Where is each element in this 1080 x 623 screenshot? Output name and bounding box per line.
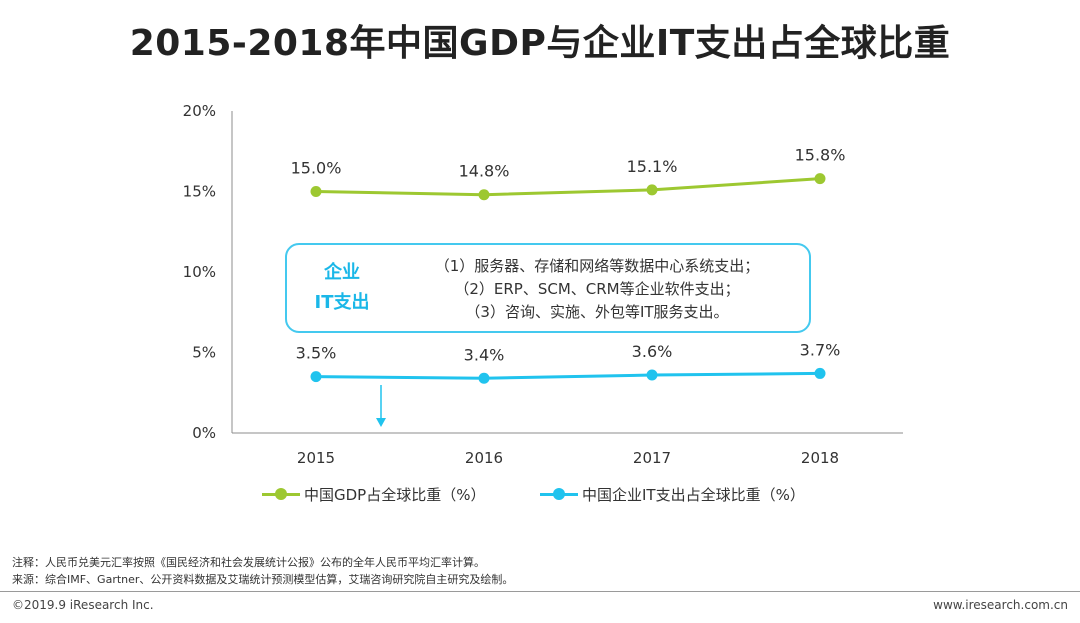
legend-swatch-it: [540, 488, 578, 500]
chart-legend: 中国GDP占全球比重（%） 中国企业IT支出占全球比重（%）: [0, 484, 1080, 504]
y-tick-label: 5%: [192, 344, 216, 362]
x-tick-label: 2016: [465, 449, 503, 467]
legend-label-it: 中国企业IT支出占全球比重（%）: [582, 486, 805, 504]
annotation-line: （2）ERP、SCM、CRM等企业软件支出；: [454, 280, 740, 298]
note-text: 注释：人民币兑美元汇率按照《国民经济和社会发展统计公报》公布的全年人民币平均汇率…: [12, 556, 485, 569]
y-tick-label: 15%: [183, 183, 216, 201]
series-line-0: [315, 177, 821, 197]
x-tick-label: 2015: [297, 449, 335, 467]
data-label: 15.8%: [795, 146, 846, 165]
legend-item-gdp: 中国GDP占全球比重（%）: [262, 484, 485, 505]
data-point: [478, 372, 490, 384]
data-point: [814, 367, 826, 379]
data-label: 15.0%: [291, 159, 342, 178]
data-point: [814, 173, 826, 185]
data-label: 3.4%: [464, 345, 505, 364]
series-line-1: [315, 371, 821, 380]
data-label: 3.5%: [296, 344, 337, 363]
data-label: 3.7%: [800, 340, 841, 359]
legend-item-it: 中国企业IT支出占全球比重（%）: [540, 484, 805, 505]
x-tick-label: 2017: [633, 449, 671, 467]
data-point: [646, 184, 658, 196]
annotation-heading-line1: 企业: [324, 262, 360, 283]
website-link[interactable]: www.iresearch.com.cn: [933, 598, 1068, 612]
annotation-line: （1）服务器、存储和网络等数据中心系统支出；: [434, 257, 760, 275]
legend-label-gdp: 中国GDP占全球比重（%）: [304, 486, 486, 504]
data-label: 15.1%: [627, 157, 678, 176]
annotation-heading-line2: IT支出: [314, 292, 370, 313]
it-spending-annotation: 企业 IT支出 （1）服务器、存储和网络等数据中心系统支出； （2）ERP、SC…: [285, 243, 811, 333]
data-point: [310, 186, 322, 197]
y-tick-label: 20%: [183, 102, 216, 120]
footer-divider: [0, 591, 1080, 592]
data-point: [646, 369, 658, 381]
data-label: 3.6%: [632, 342, 673, 361]
legend-swatch-gdp: [262, 488, 300, 500]
annotation-arrow-head: [376, 418, 386, 427]
x-tick-label: 2018: [801, 449, 839, 467]
data-label: 14.8%: [459, 162, 510, 181]
data-point: [478, 189, 490, 201]
y-tick-label: 0%: [192, 424, 216, 442]
annotation-line: （3）咨询、实施、外包等IT服务支出。: [465, 303, 729, 321]
data-point: [310, 371, 322, 383]
notes-block: 注释：人民币兑美元汇率按照《国民经济和社会发展统计公报》公布的全年人民币平均汇率…: [12, 554, 513, 588]
source-text: 来源：综合IMF、Gartner、公开资料数据及艾瑞统计预测模型估算，艾瑞咨询研…: [12, 573, 514, 586]
copyright-text: ©2019.9 iResearch Inc.: [12, 598, 154, 612]
y-tick-label: 10%: [183, 263, 216, 281]
annotation-heading: 企业 IT支出: [287, 245, 397, 331]
annotation-list: （1）服务器、存储和网络等数据中心系统支出； （2）ERP、SCM、CRM等企业…: [397, 255, 797, 324]
page-title: 2015-2018年中国GDP与企业IT支出占全球比重: [129, 23, 951, 64]
